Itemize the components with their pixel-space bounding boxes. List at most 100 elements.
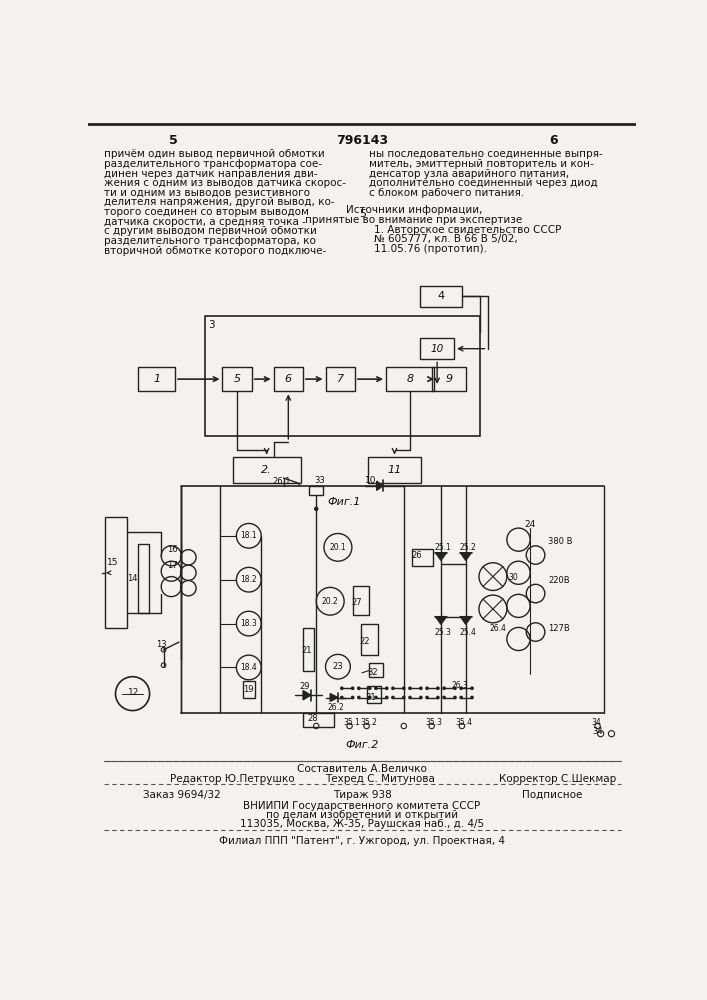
Circle shape (375, 696, 377, 699)
Polygon shape (460, 553, 472, 560)
Bar (138, 367, 175, 391)
Polygon shape (377, 481, 383, 490)
Text: 21: 21 (301, 646, 312, 655)
Text: 20.1: 20.1 (329, 543, 346, 552)
Text: 31: 31 (365, 693, 375, 702)
Text: 4: 4 (438, 291, 445, 301)
Circle shape (420, 696, 422, 699)
Bar (138, 544, 149, 613)
Text: 34: 34 (591, 718, 601, 727)
Circle shape (375, 687, 377, 689)
Text: 127В: 127В (548, 624, 570, 633)
Circle shape (385, 687, 388, 689)
Text: 1: 1 (153, 374, 160, 384)
Circle shape (385, 696, 388, 699)
Text: 10: 10 (431, 344, 444, 354)
Bar (243, 681, 255, 698)
Text: 27: 27 (352, 598, 363, 607)
Circle shape (426, 696, 428, 699)
Text: 30: 30 (508, 573, 518, 582)
Text: денсатор узла аварийного питания,: денсатор узла аварийного питания, (369, 169, 569, 179)
Text: 5: 5 (169, 134, 178, 147)
Bar (204, 316, 480, 436)
Polygon shape (303, 691, 311, 700)
Text: 17: 17 (167, 561, 177, 570)
Text: Тираж 938: Тираж 938 (332, 790, 392, 800)
Text: 35.1: 35.1 (344, 718, 361, 727)
Text: 10: 10 (365, 476, 377, 485)
Bar (105, 517, 127, 628)
Text: принятые во внимание при экспертизе: принятые во внимание при экспертизе (305, 215, 522, 225)
Text: 26: 26 (411, 551, 422, 560)
Polygon shape (436, 553, 446, 560)
Circle shape (368, 696, 371, 699)
Text: 220В: 220В (548, 576, 570, 585)
Text: 20.2: 20.2 (322, 597, 339, 606)
Text: 26.1: 26.1 (272, 477, 291, 486)
Text: динен через датчик направления дви-: динен через датчик направления дви- (104, 169, 317, 179)
Text: делителя напряжения, другой вывод, ко-: делителя напряжения, другой вывод, ко- (104, 197, 334, 207)
Text: 15: 15 (107, 558, 119, 567)
Text: 11.05.76 (прототип).: 11.05.76 (прототип). (373, 244, 486, 254)
Text: Фиг.2: Фиг.2 (345, 740, 379, 750)
Bar (309, 486, 323, 495)
Circle shape (420, 687, 422, 689)
Text: 2.: 2. (262, 465, 272, 475)
Text: 796143: 796143 (336, 134, 388, 147)
Circle shape (471, 687, 473, 689)
Text: 25.1: 25.1 (435, 543, 452, 552)
Text: 32: 32 (368, 668, 378, 677)
Text: 6: 6 (549, 134, 558, 147)
Bar (420, 286, 462, 307)
Text: митель, эмиттерный повторитель и кон-: митель, эмиттерный повторитель и кон- (369, 159, 594, 169)
Circle shape (454, 687, 456, 689)
Text: 22: 22 (360, 637, 370, 646)
Text: вторичной обмотке которого подключе-: вторичной обмотке которого подключе- (104, 246, 326, 256)
Text: 26.4: 26.4 (489, 624, 506, 633)
Text: жения с одним из выводов датчика скорос-: жения с одним из выводов датчика скорос- (104, 178, 346, 188)
Circle shape (358, 687, 360, 689)
Text: 11: 11 (387, 465, 402, 475)
Bar (303, 628, 314, 671)
Text: 18.4: 18.4 (240, 663, 257, 672)
Circle shape (437, 687, 439, 689)
Text: 25.4: 25.4 (460, 628, 477, 637)
Text: ны последовательно соединенные выпря-: ны последовательно соединенные выпря- (369, 149, 602, 159)
Text: 8: 8 (407, 374, 414, 384)
Text: Корректор С.Шекмар: Корректор С.Шекмар (499, 774, 617, 784)
Circle shape (392, 696, 394, 699)
Text: 28: 28 (307, 714, 317, 723)
Text: 35.4: 35.4 (456, 718, 473, 727)
Text: 380 В: 380 В (548, 537, 573, 546)
Text: 14: 14 (127, 574, 138, 583)
Bar (411, 549, 433, 566)
Circle shape (403, 696, 405, 699)
Text: разделительного трансформатора, ко: разделительного трансформатора, ко (104, 236, 316, 246)
Circle shape (392, 687, 394, 689)
Bar (223, 367, 252, 391)
Text: разделительного трансформатора сое-: разделительного трансформатора сое- (104, 159, 322, 169)
Circle shape (368, 687, 371, 689)
Text: Заказ 9694/32: Заказ 9694/32 (143, 790, 221, 800)
Text: 24: 24 (525, 520, 536, 529)
Text: по делам изобретений и открытий: по делам изобретений и открытий (266, 810, 458, 820)
Circle shape (351, 696, 354, 699)
Bar (274, 367, 303, 391)
Text: 5: 5 (359, 209, 366, 219)
Text: 1. Авторское свидетельство СССР: 1. Авторское свидетельство СССР (373, 225, 561, 235)
Bar (233, 457, 300, 483)
Polygon shape (330, 694, 338, 701)
Bar (369, 663, 383, 677)
Text: 35.3: 35.3 (426, 718, 443, 727)
Text: 29: 29 (299, 682, 310, 691)
Text: 33: 33 (315, 476, 325, 485)
Text: ВНИИПИ Государственного комитета СССР: ВНИИПИ Государственного комитета СССР (243, 801, 481, 811)
Text: 16: 16 (167, 545, 177, 554)
Bar (325, 367, 355, 391)
Circle shape (471, 696, 473, 699)
Text: Составитель А.Величко: Составитель А.Величко (297, 764, 427, 774)
Text: 7: 7 (337, 374, 344, 384)
Text: Филиал ППП "Патент", г. Ужгород, ул. Проектная, 4: Филиал ППП "Патент", г. Ужгород, ул. Про… (219, 836, 505, 846)
Text: датчика скорости, а средняя точка -: датчика скорости, а средняя точка - (104, 217, 305, 227)
Text: 18.3: 18.3 (240, 619, 257, 628)
